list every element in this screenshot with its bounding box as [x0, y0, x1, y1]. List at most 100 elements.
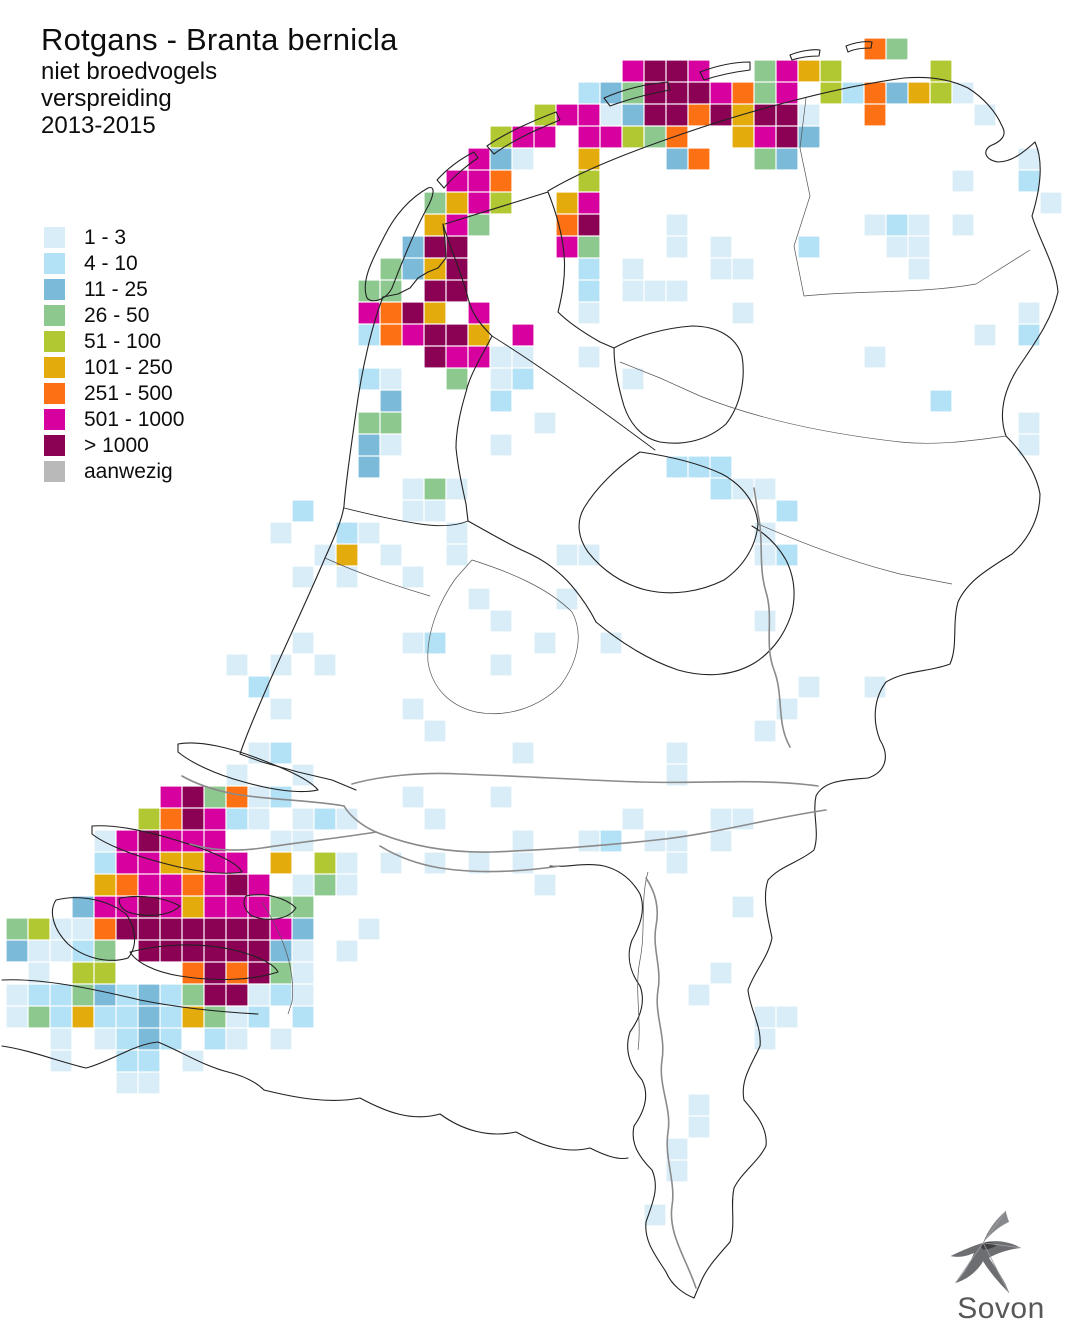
grid-cell [270, 852, 292, 874]
grid-cell [226, 962, 248, 984]
grid-cell [292, 830, 314, 852]
grid-cell [908, 214, 930, 236]
grid-cell [380, 368, 402, 390]
grid-cell [292, 1006, 314, 1028]
grid-cell [380, 324, 402, 346]
grid-cell [160, 896, 182, 918]
grid-cell [380, 412, 402, 434]
grid-cell [446, 324, 468, 346]
grid-cell [6, 940, 28, 962]
grid-cell [204, 940, 226, 962]
grid-cell [556, 544, 578, 566]
legend-label: 101 - 250 [84, 355, 173, 379]
grid-cell [270, 940, 292, 962]
grid-cell [380, 280, 402, 302]
map-title: Rotgans - Branta bernicla [41, 22, 398, 57]
map-subtitle-status: niet broedvogels [41, 58, 218, 85]
grid-cell [50, 984, 72, 1006]
grid-cell [600, 126, 622, 148]
grid-cell [182, 896, 204, 918]
grid-cell [116, 1028, 138, 1050]
coastline-ijsselmeer-west [442, 223, 493, 522]
grid-cell [754, 1028, 776, 1050]
grid-cell [380, 302, 402, 324]
grid-cell [248, 1006, 270, 1028]
grid-cell [6, 1006, 28, 1028]
grid-cell [424, 500, 446, 522]
grid-cell [776, 60, 798, 82]
grid-cell [424, 808, 446, 830]
grid-cell [226, 852, 248, 874]
grid-cell [776, 698, 798, 720]
goeree-island [177, 742, 319, 793]
grid-cell [358, 522, 380, 544]
grid-cell [556, 214, 578, 236]
legend-row-2: 11 - 25 [44, 278, 184, 301]
grid-cell [292, 984, 314, 1006]
grid-cell [600, 82, 622, 104]
grid-cell [160, 940, 182, 962]
grid-cell [138, 940, 160, 962]
grid-cell [754, 82, 776, 104]
legend-swatch [44, 227, 65, 248]
grid-cell [666, 742, 688, 764]
grid-cell [666, 104, 688, 126]
river-ijssel [753, 487, 791, 748]
grid-cell [578, 214, 600, 236]
grid-cell [292, 808, 314, 830]
grid-cell [622, 104, 644, 126]
grid-cell [248, 918, 270, 940]
grid-cell [424, 478, 446, 500]
grid-cell [446, 368, 468, 390]
grid-cell [182, 1050, 204, 1072]
grid-cell [754, 126, 776, 148]
grid-cell [1018, 412, 1040, 434]
grid-cell [116, 918, 138, 940]
grid-cell [72, 896, 94, 918]
legend-label: 51 - 100 [84, 329, 162, 353]
zuid-beveland-island [129, 944, 279, 981]
grid-cell [754, 610, 776, 632]
grid-cell [336, 808, 358, 830]
grid-cell [578, 82, 600, 104]
grid-cell [468, 214, 490, 236]
grid-cell [204, 852, 226, 874]
grid-cell [512, 742, 534, 764]
grid-cell [72, 962, 94, 984]
grid-cell [138, 896, 160, 918]
grid-cell [248, 676, 270, 698]
grid-cell [204, 984, 226, 1006]
texel-island [364, 186, 434, 302]
grid-cell [798, 236, 820, 258]
grid-cell [446, 236, 468, 258]
grid-cell [886, 236, 908, 258]
grid-cell [468, 148, 490, 170]
grid-cell [490, 170, 512, 192]
grid-cell [622, 808, 644, 830]
grid-cell [600, 104, 622, 126]
grid-cell [50, 940, 72, 962]
grid-cell [226, 654, 248, 676]
grid-cell [358, 280, 380, 302]
coastline-friesland-west [547, 191, 615, 349]
grid-cell [138, 1050, 160, 1072]
grid-cell [556, 104, 578, 126]
grid-cell [270, 984, 292, 1006]
grid-cell [248, 808, 270, 830]
coastline-north [547, 76, 1036, 192]
grid-cell [666, 830, 688, 852]
grid-cell [468, 588, 490, 610]
grid-cell [666, 60, 688, 82]
grid-cell [270, 742, 292, 764]
grid-cell [754, 478, 776, 500]
grid-cell [182, 962, 204, 984]
grid-cell [270, 830, 292, 852]
grid-cell [116, 1006, 138, 1028]
grid-cell [380, 852, 402, 874]
grid-cell [28, 1006, 50, 1028]
legend-swatch [44, 435, 65, 456]
grid-cell [446, 214, 468, 236]
grid-cell [402, 500, 424, 522]
grid-cell [644, 126, 666, 148]
